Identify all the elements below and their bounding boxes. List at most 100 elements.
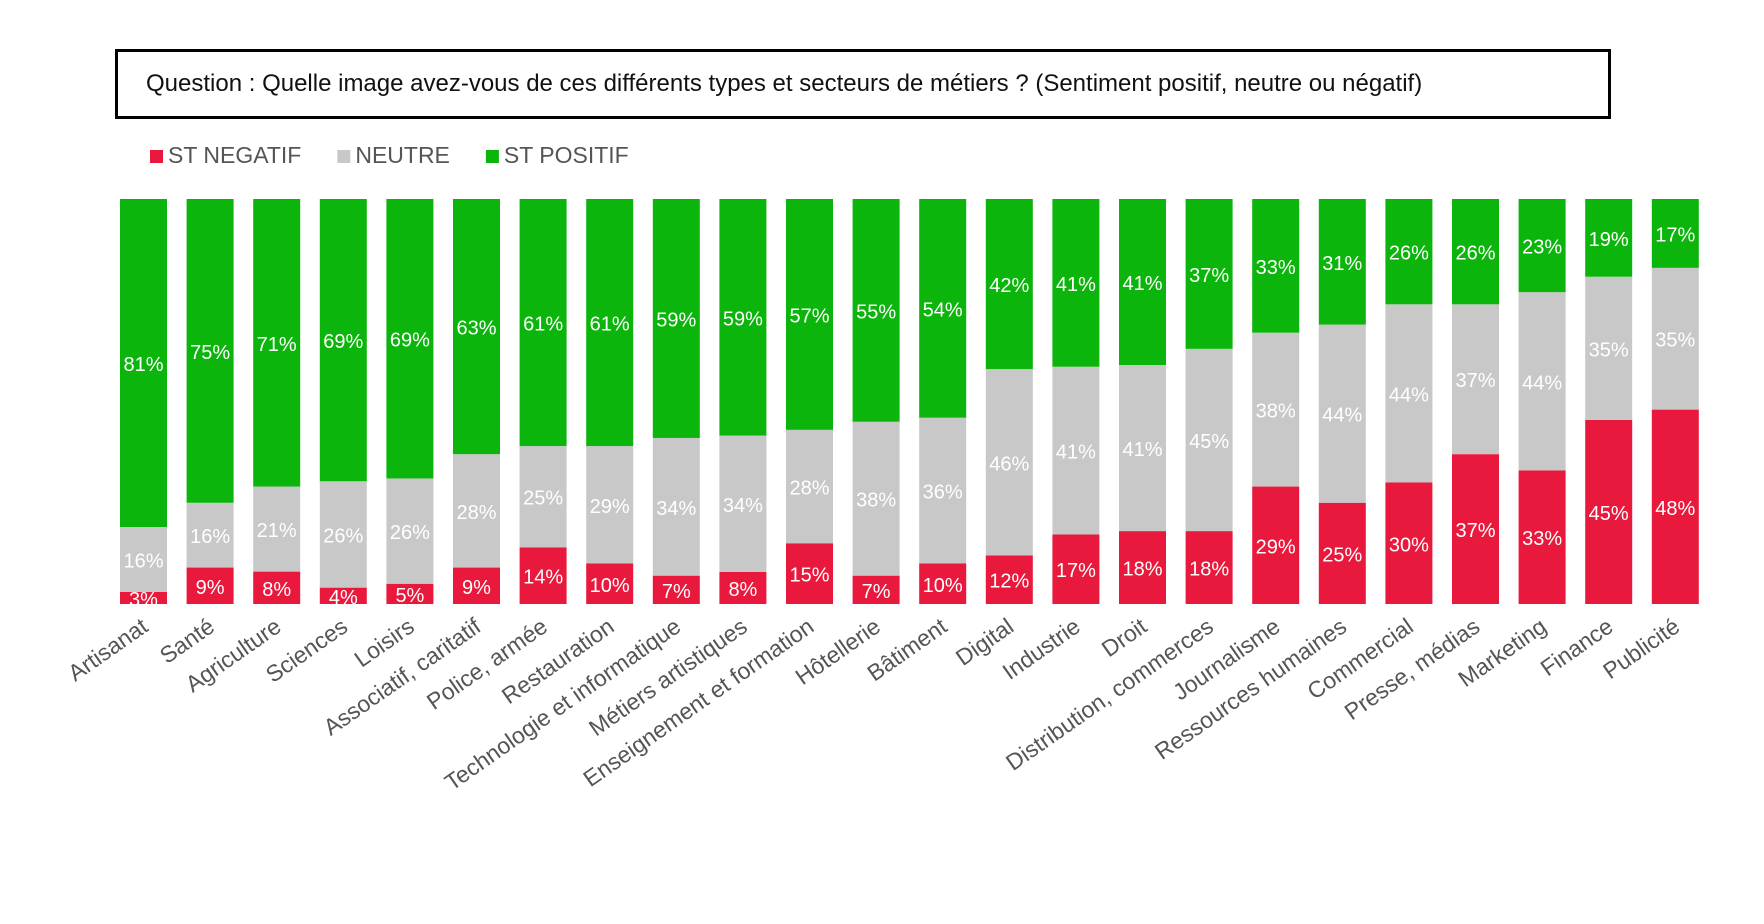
- data-label-neutre-police-armee: 25%: [523, 488, 563, 510]
- bar-st-negatif-sante: [186, 567, 234, 604]
- bar-st-negatif-digital: [985, 555, 1033, 604]
- bar-st-negatif-loisirs: [386, 583, 434, 604]
- bar-st-positif-police-armee: [519, 199, 567, 447]
- data-label-neutre-artisanat: 16%: [123, 550, 163, 572]
- data-label-neutre-marketing: 44%: [1522, 372, 1562, 394]
- data-label-st-negatif-industrie: 17%: [1056, 560, 1096, 582]
- bar-st-negatif-agriculture: [253, 571, 301, 604]
- bar-st-negatif-enseignement-et-formation: [786, 543, 833, 604]
- bar-neutre-batiment: [919, 417, 967, 564]
- data-label-st-negatif-finance: 45%: [1589, 503, 1629, 525]
- data-label-st-positif-droit: 41%: [1122, 273, 1162, 295]
- bar-st-negatif-ressources-humaines: [1318, 502, 1366, 604]
- data-label-st-negatif-publicite: 48%: [1655, 498, 1695, 520]
- data-label-st-negatif-droit: 18%: [1122, 559, 1162, 581]
- legend-label-st-negatif: ST NEGATIF: [168, 142, 301, 168]
- bar-neutre-finance: [1585, 276, 1633, 420]
- data-label-st-positif-sante: 75%: [190, 342, 230, 364]
- bar-st-positif-restauration: [586, 199, 634, 447]
- data-label-st-negatif-commercial: 30%: [1389, 534, 1429, 556]
- data-label-neutre-technologie-et-informatique: 34%: [656, 498, 696, 520]
- bar-neutre-hotellerie: [852, 421, 900, 576]
- question-box: Question : Quelle image avez-vous de ces…: [115, 49, 1611, 119]
- data-label-st-negatif-hotellerie: 7%: [862, 581, 891, 603]
- bar-neutre-digital: [985, 369, 1033, 556]
- bar-st-negatif-batiment: [919, 563, 967, 604]
- data-label-neutre-sciences: 26%: [323, 525, 363, 547]
- data-label-st-positif-agriculture: 71%: [257, 334, 297, 356]
- data-label-neutre-loisirs: 26%: [390, 522, 430, 544]
- bar-neutre-distribution-commerces: [1185, 348, 1233, 532]
- bar-st-positif-marketing: [1518, 199, 1566, 293]
- bar-st-negatif-journalisme: [1252, 486, 1300, 604]
- data-label-neutre-digital: 46%: [989, 453, 1029, 475]
- data-label-st-positif-finance: 19%: [1589, 229, 1629, 251]
- bar-neutre-metiers-artistiques: [719, 435, 767, 572]
- data-label-st-negatif-distribution-commerces: 18%: [1189, 559, 1229, 581]
- data-label-neutre-finance: 35%: [1589, 339, 1629, 361]
- bar-st-positif-distribution-commerces: [1185, 199, 1233, 349]
- bar-st-positif-finance: [1585, 199, 1633, 277]
- data-label-st-negatif-journalisme: 29%: [1256, 536, 1296, 558]
- bar-st-positif-artisanat: [120, 199, 167, 528]
- bar-st-negatif-hotellerie: [852, 575, 900, 604]
- legend-swatch-neutre: [337, 150, 351, 163]
- bar-st-positif-digital: [985, 199, 1033, 370]
- bar-st-positif-batiment: [919, 199, 967, 418]
- bar-neutre-ressources-humaines: [1318, 324, 1366, 503]
- bar-st-positif-technologie-et-informatique: [652, 199, 700, 438]
- bar-neutre-sciences: [319, 481, 367, 588]
- bar-neutre-commercial: [1385, 304, 1433, 483]
- question-text: Question : Quelle image avez-vous de ces…: [146, 70, 1423, 97]
- bar-st-negatif-distribution-commerces: [1185, 531, 1233, 604]
- bar-neutre-agriculture: [253, 486, 301, 572]
- data-label-st-negatif-batiment: 10%: [923, 575, 963, 597]
- data-label-neutre-agriculture: 21%: [257, 520, 297, 542]
- bar-neutre-enseignement-et-formation: [786, 429, 833, 544]
- bar-st-positif-sante: [186, 199, 234, 503]
- legend-label-st-positif: ST POSITIF: [504, 142, 629, 168]
- data-label-neutre-sante: 16%: [190, 526, 230, 548]
- bar-neutre-artisanat: [120, 527, 167, 592]
- data-label-neutre-droit: 41%: [1122, 439, 1162, 461]
- bar-st-negatif-droit: [1119, 531, 1166, 604]
- bar-st-positif-publicite: [1651, 199, 1699, 268]
- bar-neutre-publicite: [1651, 267, 1699, 410]
- data-label-st-negatif-loisirs: 5%: [395, 585, 424, 607]
- data-label-neutre-journalisme: 38%: [1256, 401, 1296, 423]
- bar-st-negatif-commercial: [1385, 482, 1433, 604]
- legend-swatch-st-negatif: [150, 150, 163, 163]
- data-label-st-negatif-technologie-et-informatique: 7%: [662, 581, 691, 603]
- bar-st-negatif-technologie-et-informatique: [652, 575, 700, 604]
- data-label-neutre-ressources-humaines: 44%: [1322, 405, 1362, 427]
- data-label-st-positif-artisanat: 81%: [123, 354, 163, 376]
- data-label-st-negatif-police-armee: 14%: [523, 567, 563, 589]
- data-label-neutre-batiment: 36%: [923, 482, 963, 504]
- bar-neutre-sante: [186, 502, 234, 568]
- bar-st-negatif-metiers-artistiques: [719, 571, 767, 604]
- bar-st-negatif-associatif-caritatif: [453, 567, 500, 604]
- data-label-st-positif-marketing: 23%: [1522, 237, 1562, 259]
- bar-st-positif-droit: [1119, 199, 1166, 366]
- data-label-neutre-industrie: 41%: [1056, 442, 1096, 464]
- bar-st-positif-ressources-humaines: [1318, 199, 1366, 325]
- data-label-neutre-commercial: 44%: [1389, 384, 1429, 406]
- data-label-neutre-restauration: 29%: [590, 496, 630, 518]
- data-label-st-positif-presse-medias: 26%: [1455, 243, 1495, 265]
- bar-st-positif-sciences: [319, 199, 367, 482]
- bar-neutre-marketing: [1518, 292, 1566, 471]
- data-label-st-positif-metiers-artistiques: 59%: [723, 308, 763, 330]
- bar-st-negatif-sciences: [319, 587, 367, 604]
- data-label-st-positif-industrie: 41%: [1056, 274, 1096, 296]
- data-label-st-positif-technologie-et-informatique: 59%: [656, 309, 696, 331]
- data-label-st-negatif-sciences: 4%: [329, 587, 358, 609]
- bar-neutre-restauration: [586, 446, 634, 564]
- data-label-st-positif-journalisme: 33%: [1256, 257, 1296, 279]
- data-label-neutre-publicite: 35%: [1655, 330, 1695, 352]
- data-label-neutre-presse-medias: 37%: [1455, 370, 1495, 392]
- bar-st-positif-agriculture: [253, 199, 301, 487]
- bar-st-positif-commercial: [1385, 199, 1433, 305]
- bar-st-negatif-restauration: [586, 563, 634, 604]
- bar-st-negatif-industrie: [1052, 534, 1100, 604]
